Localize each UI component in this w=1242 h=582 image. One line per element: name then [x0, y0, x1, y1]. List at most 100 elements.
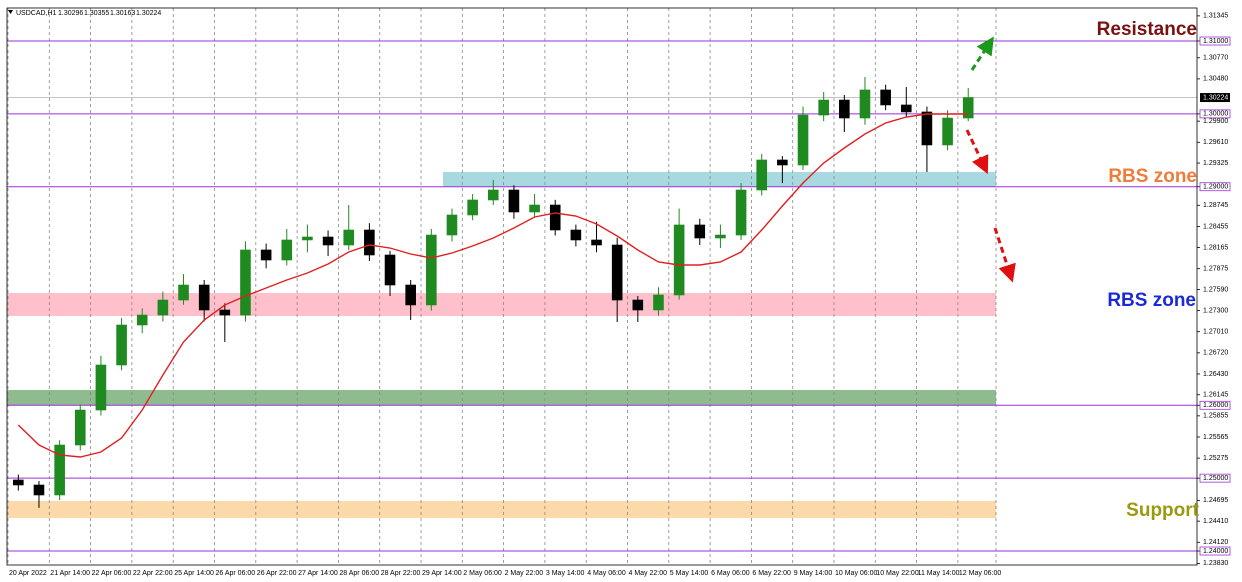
y-tick-label: 1.24410: [1203, 518, 1228, 525]
y-tick-label: 1.30480: [1203, 76, 1228, 83]
x-tick-label: 26 Apr 06:00: [216, 570, 256, 577]
candle-body: [756, 159, 768, 191]
y-tick-label: 1.29325: [1203, 160, 1228, 167]
candle-body: [74, 409, 86, 446]
annotation: RBS zone: [1108, 166, 1197, 187]
levels: [7, 40, 1197, 552]
y-tick-label: 1.28745: [1203, 202, 1228, 209]
x-tick-label: 5 May 14:00: [670, 570, 709, 577]
candle-body: [198, 284, 210, 311]
y-tick-label: 1.25565: [1203, 434, 1228, 441]
y-tick-label: 1.28455: [1203, 223, 1228, 230]
x-tick-label: 12 May 06:00: [959, 570, 1002, 577]
level-label-box: [1199, 109, 1231, 119]
candle-body: [54, 444, 65, 496]
x-tick-label: 6 May 22:00: [752, 570, 791, 577]
arrow-down: [993, 227, 1016, 283]
x-tick-label: 25 Apr 14:00: [174, 570, 214, 577]
candle-body: [364, 229, 375, 256]
candle-body: [839, 99, 850, 119]
header-open: 1.30296: [58, 10, 83, 17]
candle-body: [343, 229, 355, 246]
candle-body: [178, 284, 189, 301]
header-icon: [8, 10, 13, 14]
candle-body: [529, 204, 540, 213]
candle-body: [777, 159, 788, 166]
candle-body: [880, 89, 891, 106]
header-high: 1.30355: [84, 10, 109, 17]
x-tick-label: 6 May 06:00: [711, 570, 750, 577]
zones: [7, 172, 996, 519]
plot-frame: [6, 7, 1198, 566]
x-tick-label: 10 May 06:00: [835, 570, 878, 577]
candle-body: [467, 199, 478, 216]
candle-body: [13, 479, 24, 486]
header-low: 1.30163: [110, 10, 135, 17]
y-tick-label: 1.27300: [1203, 307, 1228, 314]
arrows: [965, 36, 1016, 283]
candle-body: [570, 229, 582, 241]
y-tick-label: 1.27590: [1203, 286, 1228, 293]
plot: [13, 76, 974, 508]
candle-body: [611, 244, 623, 301]
candle-body: [384, 254, 396, 286]
x-tick-label: 28 Apr 22:00: [381, 570, 421, 577]
x-tick-label: 22 Apr 22:00: [133, 570, 173, 577]
x-tick-label: 10 May 22:00: [876, 570, 919, 577]
header: USDCAD,H1 1.30296 1.30355 1.30163 1.3022…: [8, 10, 161, 17]
candle-body: [818, 99, 829, 116]
annotations: Resistance RBS zone RBS zone Support: [1097, 19, 1200, 521]
y-tick-label: 1.26000: [1203, 402, 1228, 409]
candle-body: [95, 364, 107, 411]
candle-body: [116, 324, 127, 366]
y-tick-label: 1.29000: [1203, 184, 1228, 191]
y-tick-label: 1.31000: [1203, 38, 1228, 45]
y-tick-label: 1.25275: [1203, 455, 1228, 462]
x-tick-label: 2 May 06:00: [463, 570, 502, 577]
y-tick-label: 1.29610: [1203, 139, 1228, 146]
y-tick-label: 1.23830: [1203, 560, 1228, 567]
arrow-up: [970, 36, 994, 71]
candle-body: [673, 224, 685, 296]
zone: [7, 500, 996, 519]
x-tick-label: 21 Apr 14:00: [50, 570, 90, 577]
x-tick-label: 3 May 14:00: [546, 570, 585, 577]
candle-body: [281, 239, 293, 261]
level-label-box: [1199, 36, 1231, 46]
candle-body: [653, 294, 664, 311]
x-tick-label: 9 May 14:00: [794, 570, 833, 577]
level-label-box: [1199, 473, 1231, 483]
y-tick-label: 1.25000: [1203, 475, 1228, 482]
level-label-box: [1199, 400, 1231, 410]
candle-body: [157, 299, 169, 316]
candle-body: [302, 236, 313, 241]
x-tick-label: 28 Apr 06:00: [339, 570, 379, 577]
annotation: RBS zone: [1107, 290, 1196, 311]
y-tick-label: 1.26720: [1203, 350, 1228, 357]
candle-body: [735, 189, 747, 236]
y-tick-label: 1.27875: [1203, 266, 1228, 273]
candle-body: [859, 89, 871, 119]
price-label: 1.30224: [1203, 94, 1228, 101]
candle-body: [240, 249, 251, 316]
y-tick-label: 1.30770: [1203, 55, 1228, 62]
x-tick-label: 2 May 22:00: [505, 570, 544, 577]
y-tick-label: 1.26430: [1203, 371, 1228, 378]
y-tick-label: 1.29900: [1203, 118, 1228, 125]
y-tick-label: 1.26145: [1203, 392, 1228, 399]
zone: [443, 172, 996, 187]
x-tick-label: 22 Apr 06:00: [92, 570, 132, 577]
candle-body: [487, 189, 499, 201]
price-label-box: [1200, 93, 1230, 103]
x-tick-label: 4 May 06:00: [587, 570, 626, 577]
candle-body: [33, 484, 45, 496]
candle-body: [446, 214, 458, 236]
candle-body: [260, 249, 272, 261]
arrow-down: [965, 129, 989, 175]
y-tick-label: 1.24120: [1203, 539, 1228, 546]
candle-body: [921, 111, 933, 146]
candle-body: [591, 239, 602, 246]
candle-body: [694, 224, 706, 239]
candle-body: [632, 299, 644, 311]
annotation: Support: [1126, 500, 1199, 521]
